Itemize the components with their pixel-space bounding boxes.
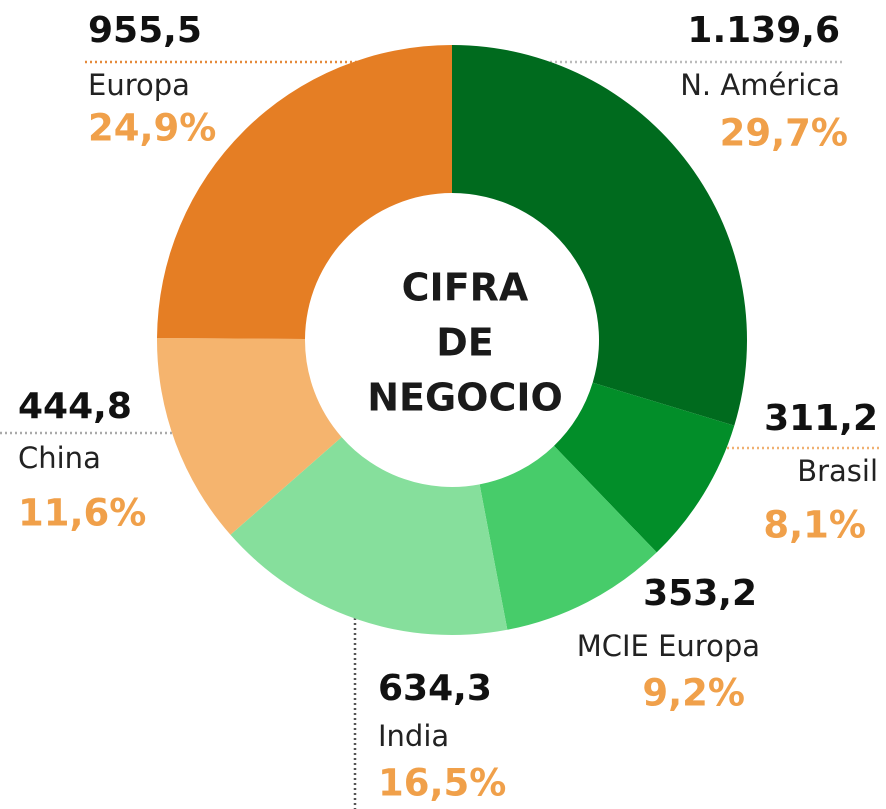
- category-label: India: [378, 719, 449, 753]
- donut-slice: [230, 437, 508, 635]
- percent-label: 9,2%: [642, 672, 745, 715]
- percent-label: 16,5%: [378, 762, 506, 805]
- chart-title: DE: [436, 321, 494, 365]
- percent-label: 11,6%: [18, 492, 146, 535]
- percent-label: 8,1%: [763, 504, 866, 547]
- donut-slice: [452, 45, 747, 426]
- donut-slice: [157, 337, 342, 535]
- donut-slice: [479, 445, 657, 630]
- category-label: N. América: [680, 68, 840, 102]
- category-label: Europa: [88, 68, 190, 102]
- donut-slice: [157, 45, 452, 340]
- value-label: 311,2: [764, 398, 878, 439]
- value-label: 353,2: [643, 573, 757, 614]
- value-label: 955,5: [88, 10, 202, 51]
- value-label: 444,8: [18, 386, 132, 427]
- value-label: 1.139,6: [687, 10, 840, 51]
- donut-slice: [554, 382, 735, 553]
- value-label: 634,3: [378, 668, 492, 709]
- category-label: Brasil: [797, 454, 878, 488]
- category-label: MCIE Europa: [577, 629, 760, 663]
- category-label: China: [18, 441, 101, 475]
- chart-title: CIFRA: [402, 266, 529, 310]
- percent-label: 29,7%: [720, 112, 848, 155]
- chart-title: NEGOCIO: [367, 376, 563, 420]
- percent-label: 24,9%: [88, 107, 216, 150]
